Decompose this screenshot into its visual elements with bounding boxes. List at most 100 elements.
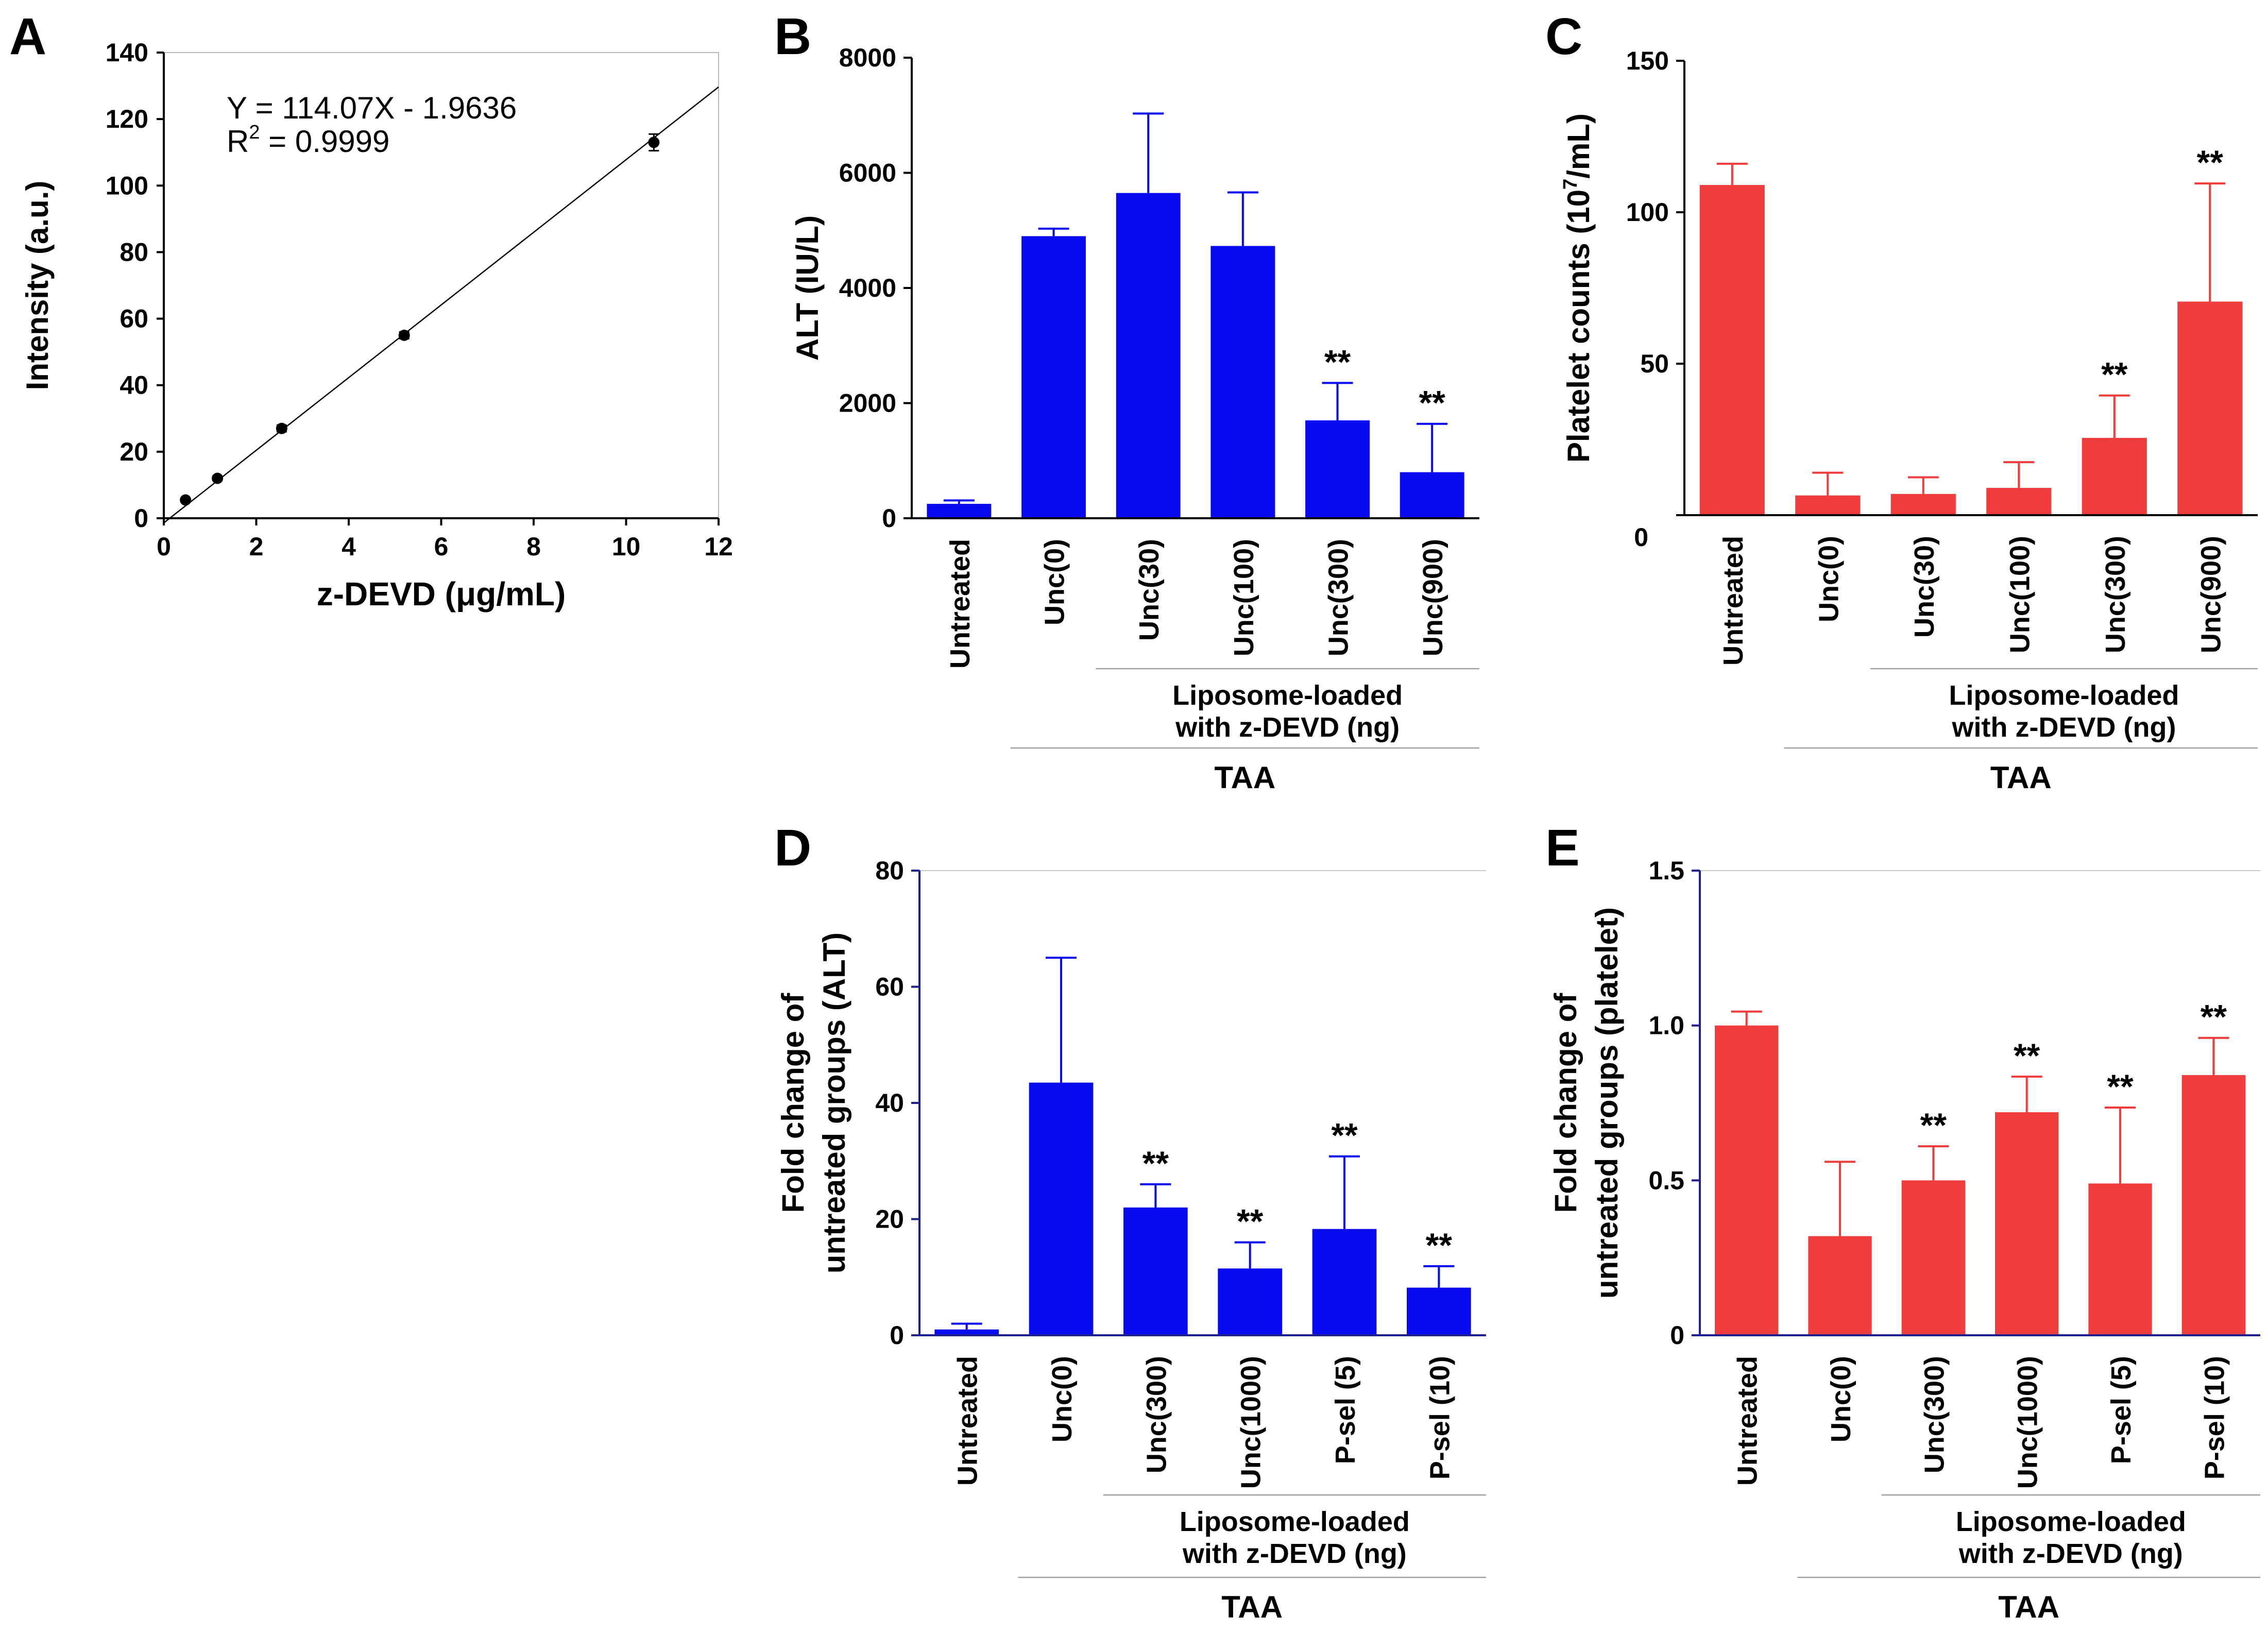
data-point: [276, 422, 287, 434]
group-label-liposome: Liposome-loaded: [1956, 1506, 2186, 1537]
significance-marker: **: [1920, 1106, 1947, 1144]
category-label: Unc(1000): [1236, 1356, 1267, 1489]
y-tick-label: 0.5: [1648, 1166, 1684, 1195]
regression-equation: Y = 114.07X - 1.9636: [227, 91, 517, 125]
group-label-taa: TAA: [1990, 760, 2052, 795]
bar: [1795, 495, 1861, 515]
panel-a: A 0 20 40 60 80 100 120 140 0 2 4 6 8 10 12 Intensity (a…: [9, 8, 733, 613]
y-tick-label: 4000: [839, 274, 896, 302]
category-label: Unc(0): [1826, 1356, 1856, 1442]
category-label: Unc(900): [1418, 539, 1448, 656]
x-tick-label: 4: [342, 532, 356, 561]
y-tick-label: 0: [1670, 1321, 1684, 1350]
significance-marker: **: [1324, 343, 1351, 381]
bar: [1699, 185, 1765, 516]
y-tick-label: 2000: [839, 389, 896, 418]
y-axis-title-text: Platelet counts (10: [1561, 190, 1596, 463]
bar: [1901, 1180, 1965, 1335]
x-tick-label: 12: [704, 532, 733, 561]
significance-marker: **: [2107, 1067, 2134, 1106]
fit-line: [163, 86, 719, 524]
y-axis-title: ALT (IU/L): [790, 215, 825, 361]
group-label-liposome: Liposome-loaded: [1949, 680, 2179, 711]
y-tick-label: 40: [120, 371, 148, 400]
y-axis-title-line1: Fold change of: [776, 993, 810, 1213]
bar: [1890, 494, 1956, 515]
y-tick-label: 80: [875, 856, 904, 885]
bar: [1715, 1025, 1779, 1335]
category-label: Unc(0): [1039, 539, 1070, 625]
bar: [2082, 438, 2147, 515]
category-label: P-sel (5): [1330, 1356, 1361, 1464]
y-axis-title-line2: untreated groups (platelet): [1590, 907, 1624, 1299]
y-tick-label: 1.5: [1648, 856, 1684, 885]
y-tick-label: 120: [106, 105, 148, 133]
y-tick-label: 40: [875, 1089, 904, 1117]
y-axis-title-sup: 7: [1560, 179, 1581, 190]
x-tick-label: 6: [434, 532, 449, 561]
r-squared: R2 = 0.9999: [227, 122, 389, 159]
y-tick-label: 150: [1626, 46, 1669, 75]
category-label: P-sel (10): [1424, 1356, 1455, 1480]
category-label: Unc(900): [2195, 536, 2226, 653]
category-label: P-sel (5): [2106, 1356, 2137, 1464]
x-axis-title: z-DEVD (μg/mL): [317, 575, 566, 613]
bar: [1210, 246, 1275, 518]
category-label: Unc(300): [1919, 1356, 1950, 1473]
panel-label-c: C: [1545, 8, 1582, 65]
group-label-taa: TAA: [1214, 760, 1275, 795]
y-tick-label: 8000: [839, 43, 896, 72]
y-tick-label: 60: [875, 973, 904, 1001]
bar: [1021, 236, 1086, 518]
y-tick-label: 1.0: [1648, 1011, 1684, 1040]
group-label-taa: TAA: [1221, 1590, 1283, 1624]
data-point: [398, 329, 410, 341]
panel-c: C 0 50 100 150 Untreated Unc(0) Unc(30) Unc(100)…: [1545, 8, 2258, 795]
y-tick-label: 60: [120, 304, 148, 333]
significance-marker: **: [2197, 143, 2224, 181]
bar: [1116, 193, 1181, 518]
y-tick-label: 0: [882, 504, 896, 533]
category-label: Unc(0): [1813, 536, 1844, 622]
y-axis-title-end: /mL): [1561, 113, 1596, 179]
category-label: Untreated: [1732, 1356, 1763, 1486]
significance-marker: **: [1237, 1202, 1264, 1240]
bar: [927, 504, 992, 518]
bar: [1305, 420, 1370, 518]
bar: [2181, 1075, 2245, 1335]
significance-marker: **: [2014, 1036, 2040, 1075]
panel-label-e: E: [1545, 819, 1580, 877]
category-label: Unc(0): [1047, 1356, 1078, 1442]
bar: [1029, 1082, 1094, 1335]
y-tick-label: 6000: [839, 159, 896, 188]
r-squared-prefix: R: [227, 124, 249, 159]
significance-marker: **: [1331, 1116, 1358, 1154]
r-squared-value: = 0.9999: [260, 124, 389, 159]
category-label: Unc(30): [1909, 536, 1940, 638]
significance-marker: **: [1426, 1226, 1453, 1264]
category-label: Unc(300): [1323, 539, 1354, 656]
category-label: P-sel (10): [2199, 1356, 2230, 1480]
category-label: Unc(100): [1229, 539, 1259, 656]
category-label: Unc(300): [1141, 1356, 1172, 1473]
data-point: [648, 137, 660, 148]
r-squared-sup: 2: [249, 122, 260, 143]
group-label-liposome: Liposome-loaded: [1180, 1506, 1410, 1537]
category-label: Unc(300): [2100, 536, 2131, 653]
y-tick-label: 20: [120, 437, 148, 466]
bar: [1986, 488, 2052, 515]
y-tick-label: 0: [134, 504, 148, 533]
bar: [1123, 1207, 1188, 1335]
x-tick-label: 2: [249, 532, 264, 561]
y-tick-label: 50: [1640, 349, 1669, 378]
y-tick-label: 140: [106, 38, 148, 67]
panel-e: E 0 0.5 1.0 1.5 Untreated Unc(0) ** Unc(300) ** Un…: [1545, 819, 2260, 1624]
category-label: Untreated: [945, 539, 976, 669]
x-tick-label: 8: [526, 532, 541, 561]
y-tick-label: 100: [106, 171, 148, 200]
category-label: Unc(1000): [2013, 1356, 2043, 1489]
bar: [934, 1329, 999, 1335]
bar: [1995, 1112, 2059, 1335]
group-label-zdevd: with z-DEVD (ng): [1182, 1538, 1407, 1569]
